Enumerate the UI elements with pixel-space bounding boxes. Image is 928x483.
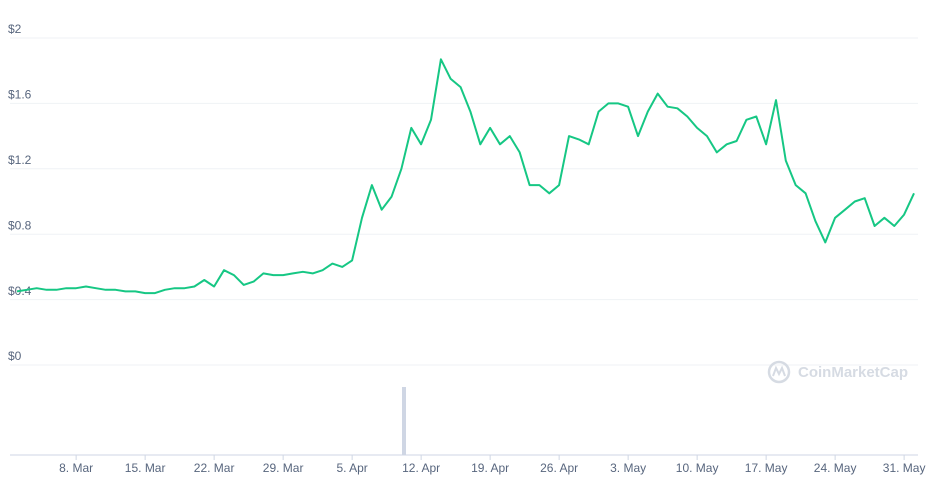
y-tick-label: $1.2: [8, 153, 32, 167]
x-tick-label: 31. May: [883, 461, 926, 475]
x-tick-label: 29. Mar: [263, 461, 304, 475]
x-tick-label: 17. May: [745, 461, 788, 475]
x-tick-label: 15. Mar: [125, 461, 166, 475]
y-tick-label: $0: [8, 349, 22, 363]
price-line: [16, 58, 915, 295]
x-tick-label: 19. Apr: [471, 461, 509, 475]
volume-bar: [402, 387, 406, 455]
x-tick-label: 24. May: [814, 461, 857, 475]
watermark-logo: [767, 360, 791, 384]
x-tick-label: 12. Apr: [402, 461, 440, 475]
y-tick-label: $0.8: [8, 218, 32, 232]
x-tick-label: 10. May: [676, 461, 719, 475]
x-tick-label: 22. Mar: [194, 461, 235, 475]
y-tick-label: $1.6: [8, 88, 32, 102]
x-tick-label: 3. May: [610, 461, 646, 475]
x-tick-label: 8. Mar: [59, 461, 93, 475]
x-tick-label: 26. Apr: [540, 461, 578, 475]
watermark: CoinMarketCap: [798, 364, 908, 381]
y-tick-label: $2: [8, 22, 22, 36]
x-tick-label: 5. Apr: [336, 461, 367, 475]
